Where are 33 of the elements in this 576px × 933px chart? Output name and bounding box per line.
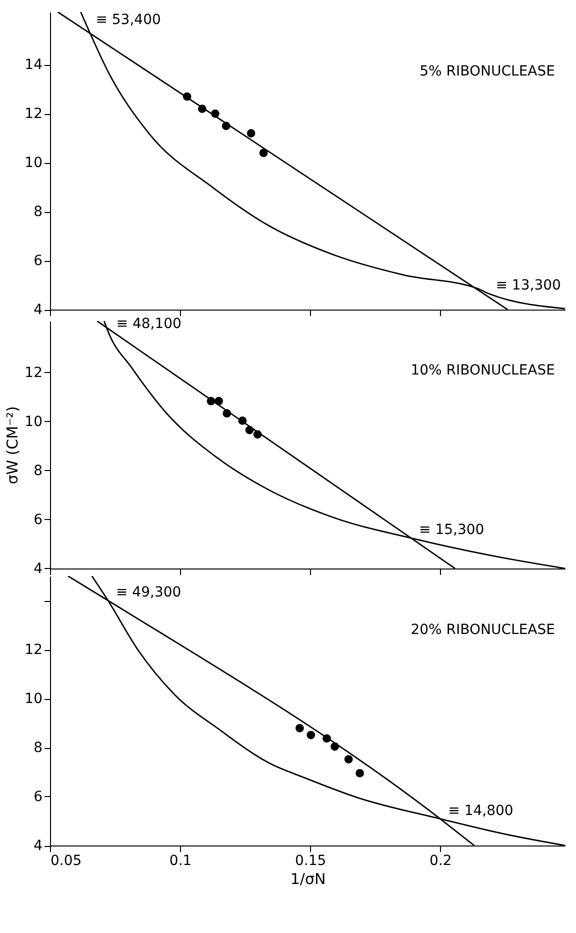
y-tick-label: 10: [24, 691, 42, 707]
y-tick-label: 14: [24, 57, 43, 74]
annotation: ≡ 13,300: [496, 277, 561, 294]
annotation: ≡ 14,800: [448, 802, 514, 819]
point: [246, 129, 256, 138]
y-tick-label: 12: [24, 106, 42, 122]
y-tick-label: 6: [34, 789, 43, 805]
y-tick-label: 6: [34, 512, 43, 528]
y-tick-label: 4: [34, 838, 43, 854]
annotation: 10% RIBONUCLEASE: [410, 362, 555, 378]
point: [259, 148, 268, 158]
y-tick-label: 8: [34, 462, 42, 479]
y-tick-label: 8: [34, 740, 42, 756]
x-tick-label: 0.05: [50, 853, 82, 869]
y-tick-label: 4: [34, 302, 43, 318]
x-tick-label: 0.2: [430, 853, 452, 869]
annotation: ≡ 15,300: [419, 522, 484, 538]
y-tick-label: 10: [24, 155, 42, 172]
y-tick-label: 12: [24, 642, 42, 658]
annotation: 5% RIBONUCLEASE: [420, 64, 555, 80]
x-tick-label: 0.1: [169, 853, 192, 869]
y-tick-label: 12: [24, 364, 42, 381]
annotation: ≡ 53,400: [96, 12, 161, 28]
y-tick-label: 6: [34, 253, 43, 270]
y-axis-title: σW (CM⁻²): [4, 406, 22, 484]
y-tick-label: 10: [24, 414, 42, 430]
x-axis-title: 1/σN: [290, 870, 326, 888]
x-tick-label: 0.15: [295, 853, 326, 869]
y-tick-label: 4: [34, 560, 43, 577]
annotation: 20% RIBONUCLEASE: [410, 622, 555, 638]
y-tick-label: 8: [34, 204, 42, 220]
annotation: ≡ 49,300: [116, 584, 182, 600]
annotation: ≡ 48,100: [116, 316, 182, 332]
